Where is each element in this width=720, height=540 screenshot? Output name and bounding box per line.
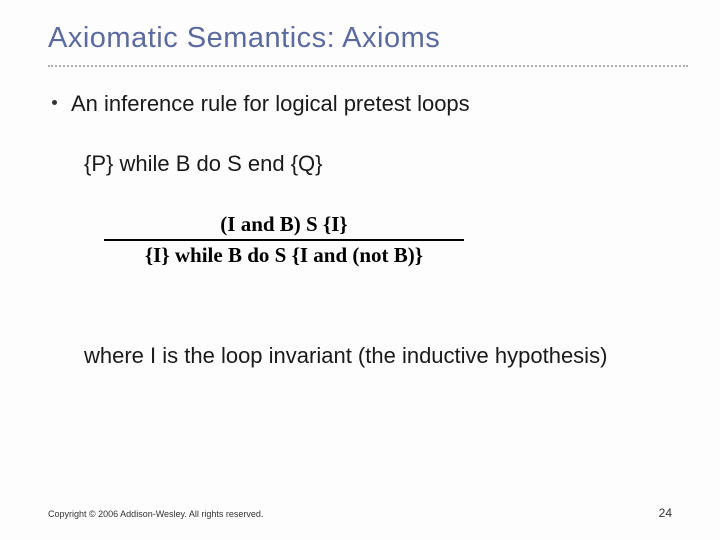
slide-container: Axiomatic Semantics: Axioms An inference… [0,0,720,540]
bullet-text: An inference rule for logical pretest lo… [71,89,470,119]
inference-rule: (I and B) S {I} {I} while B do S {I and … [84,212,484,268]
rule-conclusion: {I} while B do S {I and (not B)} [84,243,484,268]
page-number: 24 [659,506,672,520]
rule-premise: (I and B) S {I} [84,212,484,239]
bullet-marker [52,100,57,105]
footer: Copyright © 2006 Addison-Wesley. All rig… [48,506,672,520]
slide-title: Axiomatic Semantics: Axioms [48,22,672,55]
rule-divider [104,239,464,241]
copyright-text: Copyright © 2006 Addison-Wesley. All rig… [48,509,263,519]
divider [48,65,688,67]
loop-form: {P} while B do S end {Q} [84,149,672,179]
bullet-item: An inference rule for logical pretest lo… [52,89,672,119]
explanation-text: where I is the loop invariant (the induc… [84,342,644,371]
